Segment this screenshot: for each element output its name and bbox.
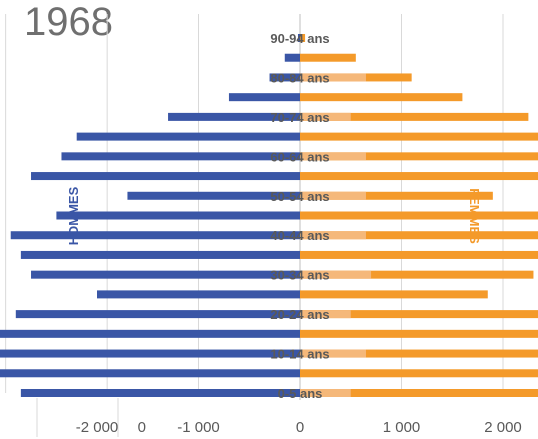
- bar-femmes: [300, 132, 538, 141]
- x-tick-label: 2 000: [484, 419, 522, 436]
- bar-femmes: [300, 211, 538, 220]
- bar-hommes: [31, 172, 301, 181]
- bar-femmes: [300, 231, 538, 240]
- bar-femmes-overlay: [300, 73, 366, 82]
- x-tick-label: 0: [138, 419, 146, 436]
- bar-femmes-overlay: [300, 112, 351, 121]
- bar-femmes-overlay: [300, 152, 366, 161]
- bar-hommes: [15, 310, 301, 319]
- bar-femmes: [300, 172, 538, 181]
- bar-femmes: [300, 349, 538, 358]
- bar-femmes: [300, 369, 538, 378]
- bar-femmes-overlay: [300, 349, 366, 358]
- x-tick-label: 1 000: [383, 419, 421, 436]
- bar-femmes: [300, 191, 493, 200]
- x-tick-label: -1 000: [177, 419, 220, 436]
- category-label: 90-94 ans: [270, 31, 329, 46]
- bar-femmes-overlay: [300, 270, 372, 279]
- bar-hommes: [127, 191, 300, 200]
- bar-hommes: [20, 250, 300, 259]
- category-label: 10-14 ans: [270, 347, 329, 362]
- bar-hommes: [269, 73, 300, 82]
- bar-hommes: [0, 329, 300, 338]
- bar-hommes: [20, 389, 300, 397]
- bar-femmes-overlay: [300, 310, 351, 319]
- category-label: 50-54 ans: [270, 189, 329, 204]
- category-label: 80-84 ans: [270, 70, 329, 85]
- bar-femmes-overlay: [300, 231, 366, 240]
- category-label: 70-74 ans: [270, 110, 329, 125]
- x-tick-label: 0: [296, 419, 304, 436]
- bar-femmes: [300, 389, 538, 397]
- bar-femmes: [300, 310, 538, 319]
- bar-hommes: [10, 231, 300, 240]
- bar-femmes: [300, 329, 538, 338]
- bar-femmes: [300, 152, 538, 161]
- category-label: 0-5 ans: [278, 386, 323, 401]
- left-series-label: HOMMES: [66, 186, 81, 245]
- bar-femmes: [300, 250, 538, 259]
- bar-hommes: [76, 132, 300, 141]
- category-label: 40-44 ans: [270, 228, 329, 243]
- bar-hommes: [168, 112, 300, 121]
- bar-femmes: [300, 34, 306, 42]
- bar-hommes: [97, 290, 300, 299]
- chart-title: 1968: [24, 0, 113, 44]
- bar-femmes: [300, 53, 356, 62]
- bar-femmes: [300, 93, 463, 102]
- bar-femmes: [300, 290, 488, 299]
- bar-hommes: [0, 349, 301, 358]
- bar-hommes: [0, 369, 300, 378]
- bar-hommes: [284, 53, 300, 62]
- x-tick-label: -2 000: [76, 419, 119, 436]
- bar-femmes-overlay: [300, 389, 351, 397]
- bar-hommes: [31, 270, 301, 279]
- bar-femmes: [300, 270, 534, 279]
- category-label: 20-24 ans: [270, 307, 329, 322]
- category-label: 60-64 ans: [270, 149, 329, 164]
- category-label: 30-34 ans: [270, 268, 329, 283]
- bar-femmes-overlay: [300, 191, 366, 200]
- bar-hommes: [297, 34, 300, 42]
- bar-hommes: [56, 211, 301, 220]
- right-series-label: FEMMES: [467, 188, 482, 244]
- bar-hommes: [61, 152, 300, 161]
- bar-femmes: [300, 112, 529, 121]
- bar-hommes: [228, 93, 300, 102]
